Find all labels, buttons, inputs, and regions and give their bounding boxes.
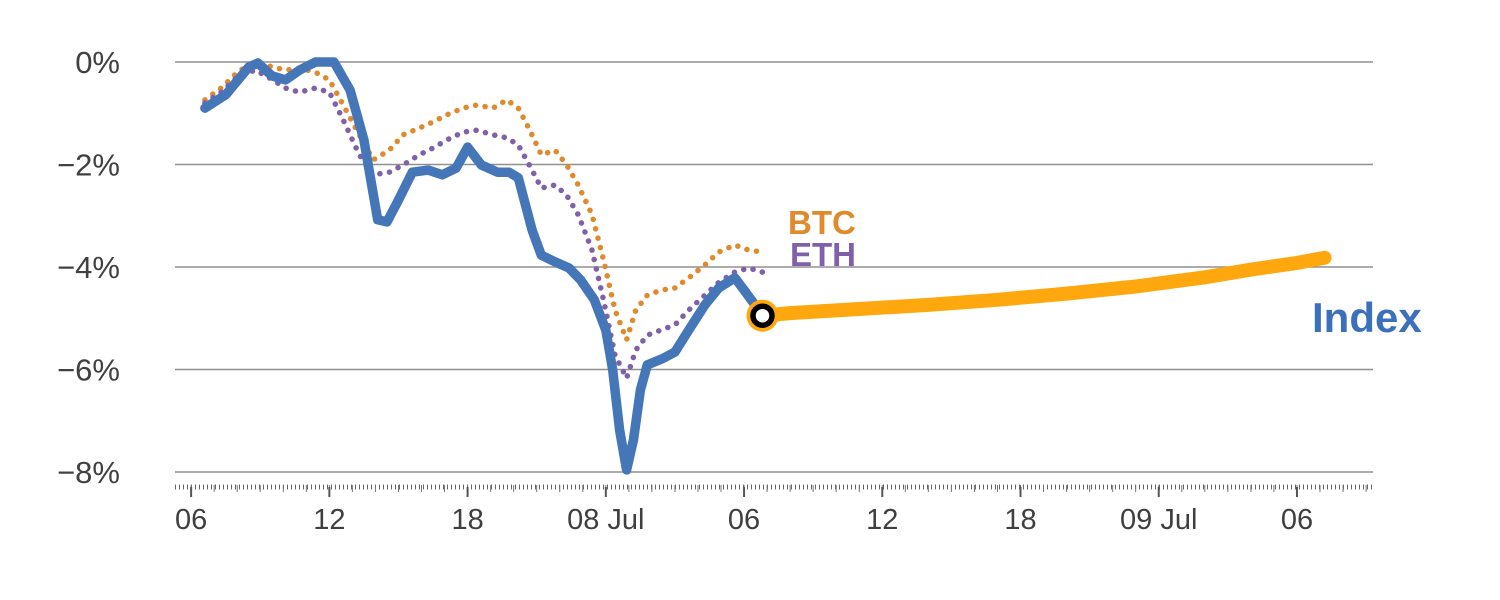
index-series-label: Index [1312,294,1422,341]
x-tick-label: 12 [866,504,898,536]
series-line-index [200,57,768,475]
y-tick-label: −2% [57,148,120,183]
x-tick-label: 12 [313,504,345,536]
x-tick-label: 06 [175,504,207,536]
y-tick-label: −6% [57,353,120,388]
x-tick-label: 06 [1281,504,1313,536]
eth-series-label: ETH [790,236,856,273]
series-line-eth [202,67,766,381]
series-line-btc [202,61,766,343]
x-tick-label: 08 Jul [567,504,644,536]
btc-series-label: BTC [788,204,856,241]
x-tick-label: 18 [451,504,483,536]
y-tick-label: −4% [57,250,120,285]
series-line-index-projection [755,250,1332,323]
y-tick-label: 0% [75,45,120,80]
x-tick-label: 18 [1004,504,1036,536]
y-tick-label: −8% [57,455,120,490]
x-tick-label: 06 [728,504,760,536]
x-tick-label: 09 Jul [1120,504,1197,536]
current-point-marker [750,303,775,328]
